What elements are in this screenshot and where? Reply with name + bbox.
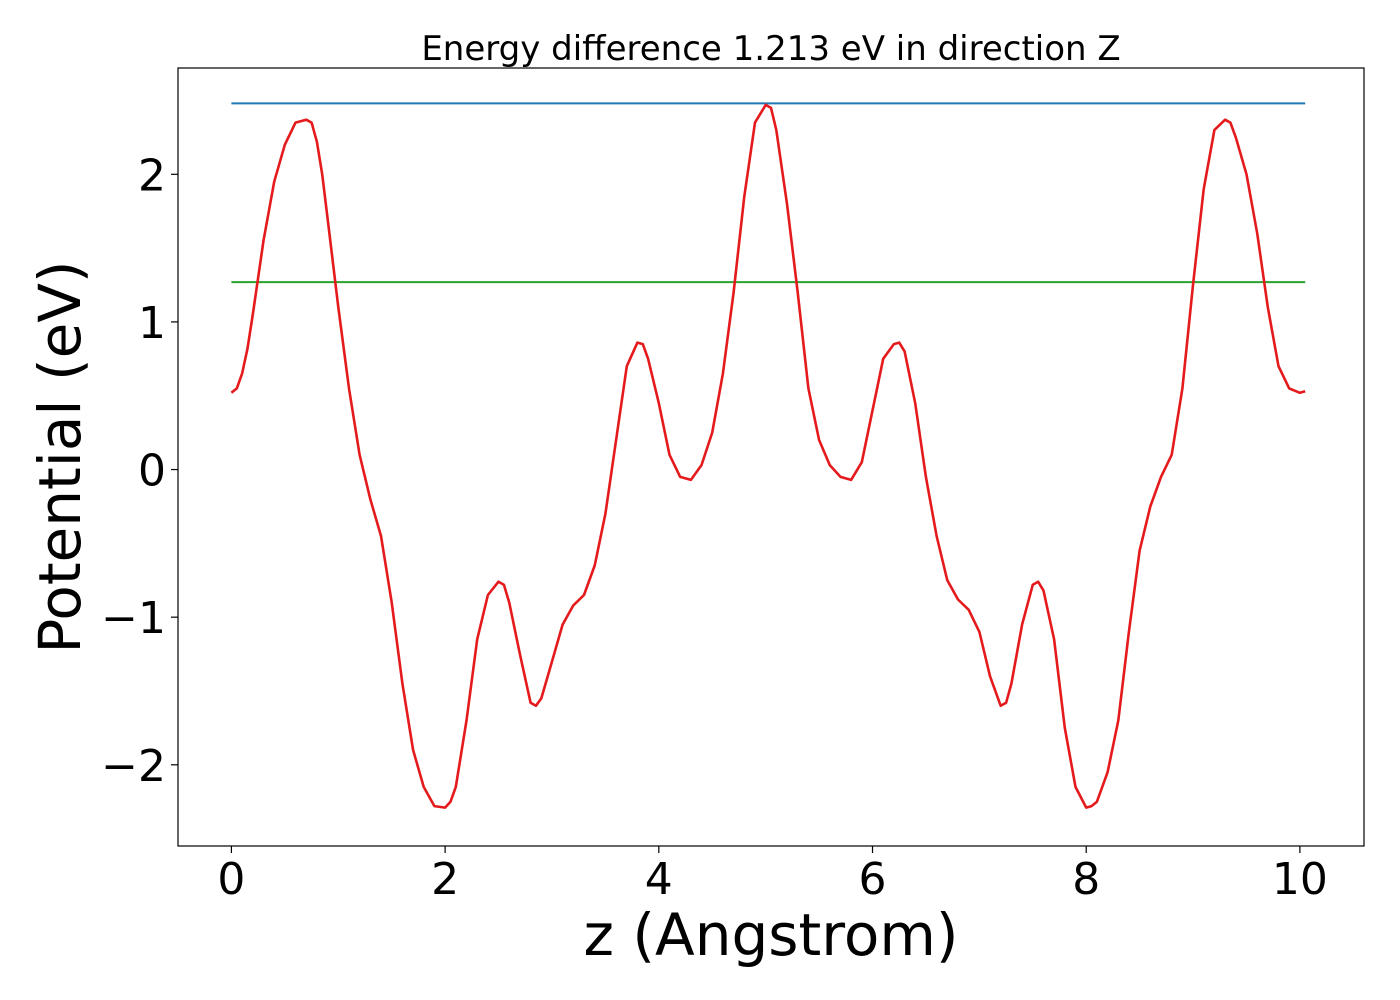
x-tick-label: 8 <box>1072 854 1100 905</box>
y-tick-label: 1 <box>138 298 166 349</box>
series-layer <box>230 102 1306 809</box>
y-tick-label: 0 <box>138 446 166 497</box>
series-line-3 <box>230 103 1306 809</box>
plot-frame <box>177 67 1365 847</box>
y-axis: −2 −1 0 1 2 <box>101 150 178 792</box>
x-tick-label: 6 <box>859 854 887 905</box>
x-axis-label: z (Angstrom) <box>584 901 959 969</box>
x-tick-label: 4 <box>645 854 673 905</box>
x-tick-label: 10 <box>1272 854 1328 905</box>
y-tick-label: −2 <box>101 741 166 792</box>
x-tick-label: 2 <box>431 854 459 905</box>
y-tick-label: −1 <box>101 593 166 644</box>
x-axis: 0 2 4 6 8 10 <box>217 846 1328 905</box>
y-tick-label: 2 <box>138 150 166 201</box>
chart-title: Energy difference 1.213 eV in direction … <box>421 29 1120 69</box>
x-tick-label: 0 <box>217 854 245 905</box>
y-axis-label: Potential (eV) <box>26 260 94 653</box>
